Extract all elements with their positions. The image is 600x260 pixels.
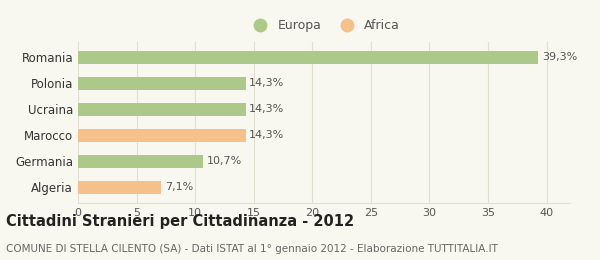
Bar (78, 155, 203, 168)
Text: 7,1%: 7,1% (164, 182, 193, 192)
Legend: Europa, Africa: Europa, Africa (248, 19, 400, 32)
Text: COMUNE DI STELLA CILENTO (SA) - Dati ISTAT al 1° gennaio 2012 - Elaborazione TUT: COMUNE DI STELLA CILENTO (SA) - Dati IST… (6, 244, 498, 254)
Text: 14,3%: 14,3% (249, 130, 284, 140)
Text: 39,3%: 39,3% (542, 52, 577, 62)
Bar (78, 103, 245, 116)
Text: 14,3%: 14,3% (249, 104, 284, 114)
Bar (78, 51, 538, 64)
Bar (78, 181, 161, 194)
Bar (78, 129, 245, 142)
Text: 10,7%: 10,7% (207, 156, 242, 166)
Text: 14,3%: 14,3% (249, 78, 284, 88)
Bar (78, 77, 245, 90)
Text: Cittadini Stranieri per Cittadinanza - 2012: Cittadini Stranieri per Cittadinanza - 2… (6, 214, 354, 229)
